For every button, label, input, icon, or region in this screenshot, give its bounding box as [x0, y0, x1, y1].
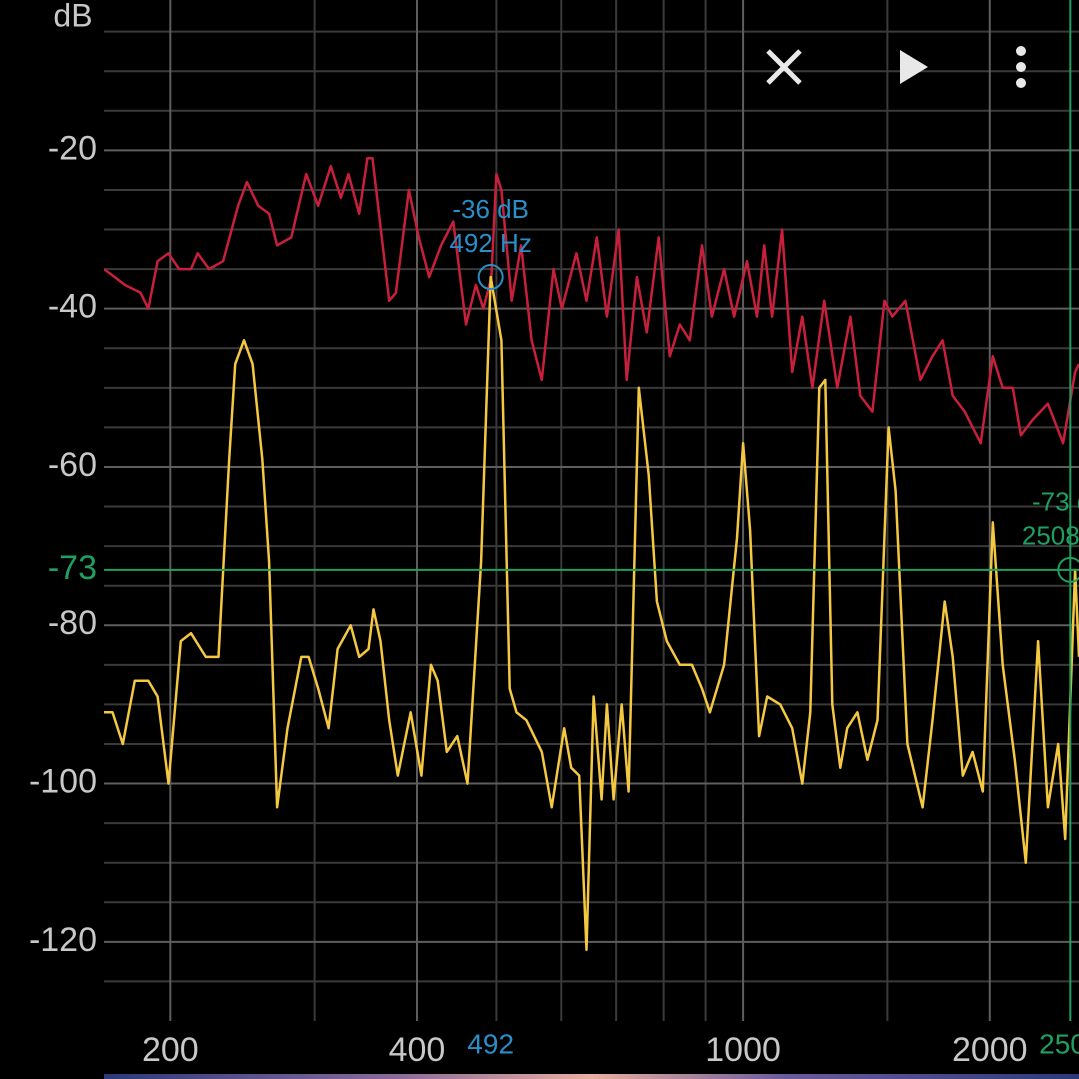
cursor-x-label: 2508 — [1039, 1028, 1079, 1059]
cursor-db-label: -73 dB — [1032, 487, 1079, 517]
x-tick-label: 400 — [389, 1031, 446, 1069]
y-tick-label: -60 — [48, 446, 97, 484]
close-button[interactable] — [766, 49, 802, 85]
cursor-freq-label: 492 Hz — [449, 228, 531, 258]
menu-button[interactable] — [1016, 46, 1026, 88]
y-tick-label: -120 — [29, 921, 97, 959]
cursor-y-label: -73 — [48, 549, 97, 587]
play-button[interactable] — [900, 50, 928, 84]
y-tick-label: -40 — [48, 288, 97, 326]
axis-labels: -20 -40 -60 -80 -100 -120 200 400 1000 2000 -73 — [29, 129, 1028, 1069]
cursor-marker — [477, 264, 504, 291]
spectrum-line — [104, 157, 1079, 445]
spectrogram-strip — [104, 1074, 1079, 1079]
x-tick-label: 2000 — [952, 1031, 1028, 1069]
grid — [104, 0, 1079, 1021]
cursor-x-label: 492 — [467, 1028, 514, 1059]
y-tick-label: -80 — [48, 604, 97, 642]
cursor-freq-label: 2508 Hz — [1022, 521, 1079, 551]
y-unit-label: dB — [53, 0, 92, 33]
cursor-marker — [1057, 556, 1079, 583]
x-tick-label: 200 — [142, 1031, 199, 1069]
plot-area — [104, 0, 1079, 1021]
cursor-db-label: -36 dB — [452, 194, 529, 224]
x-tick-label: 1000 — [705, 1031, 781, 1069]
spectrum-line — [104, 275, 1079, 952]
y-tick-label: -20 — [48, 129, 97, 167]
y-tick-label: -100 — [29, 763, 97, 801]
